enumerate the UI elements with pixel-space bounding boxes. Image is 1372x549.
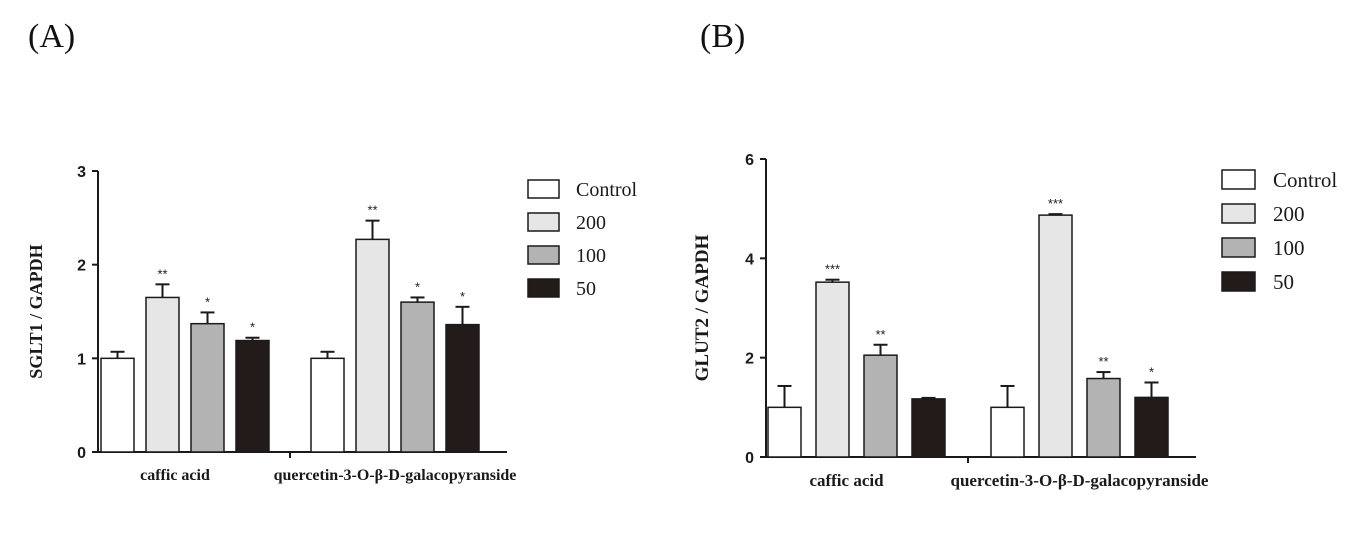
- legend-label: 100: [1273, 236, 1305, 260]
- y-tick-label: 0: [745, 450, 754, 467]
- category-label: quercetin-3-O-β-D-galacopyranside: [951, 471, 1209, 490]
- legend-swatch: [1221, 203, 1256, 224]
- significance-label: **: [157, 266, 167, 281]
- bar: [235, 339, 270, 453]
- bar: [815, 281, 850, 458]
- legend-label: 200: [1273, 202, 1305, 226]
- significance-label: *: [415, 279, 420, 294]
- bar: [355, 238, 390, 453]
- significance-label: *: [460, 289, 465, 304]
- legend-swatch: [527, 278, 560, 298]
- y-tick-label: 1: [77, 351, 86, 368]
- bar: [1038, 214, 1073, 458]
- category-label: caffic acid: [809, 471, 884, 490]
- significance-label: *: [205, 294, 210, 309]
- legend-swatch: [527, 245, 560, 265]
- legend-swatch: [527, 212, 560, 232]
- y-tick-label: 6: [745, 152, 754, 169]
- y-tick-label: 4: [745, 251, 754, 268]
- bar: [400, 301, 435, 453]
- bar: [100, 357, 135, 453]
- significance-label: *: [250, 320, 255, 335]
- bar: [990, 406, 1025, 458]
- significance-label: ***: [1048, 196, 1063, 211]
- bar: [310, 357, 345, 453]
- legend-label: 200: [576, 212, 606, 234]
- y-tick-label: 3: [77, 164, 86, 181]
- legend-label: 50: [576, 278, 596, 300]
- y-tick-label: 2: [77, 258, 86, 275]
- significance-label: **: [1098, 354, 1108, 369]
- panel-label-a: (A): [28, 18, 76, 55]
- category-label: caffic acid: [140, 467, 210, 484]
- significance-label: *: [1149, 365, 1154, 380]
- bar: [445, 323, 480, 453]
- panel-label-b: (B): [700, 18, 746, 55]
- significance-label: **: [367, 203, 377, 218]
- legend-label: 100: [576, 245, 606, 267]
- legend-swatch: [1221, 169, 1256, 190]
- bar: [767, 406, 802, 458]
- significance-label: ***: [825, 262, 840, 277]
- y-tick-label: 2: [745, 351, 754, 368]
- legend-swatch: [1221, 237, 1256, 258]
- legend-swatch: [527, 179, 560, 199]
- legend-swatch: [1221, 271, 1256, 292]
- bar: [145, 296, 180, 453]
- y-axis-title: GLUT2 / GAPDH: [692, 234, 713, 381]
- bar: [863, 354, 898, 458]
- bar: [1086, 377, 1121, 458]
- legend-label: Control: [576, 179, 638, 201]
- legend-label: Control: [1273, 168, 1337, 192]
- y-tick-label: 0: [77, 445, 86, 462]
- category-label: quercetin-3-O-β-D-galacopyranside: [274, 467, 517, 484]
- bar: [190, 322, 225, 453]
- y-axis-title: SGLT1 / GAPDH: [26, 244, 46, 378]
- legend-label: 50: [1273, 270, 1294, 294]
- significance-label: **: [875, 327, 885, 342]
- bar: [1134, 396, 1169, 458]
- bar: [911, 398, 946, 458]
